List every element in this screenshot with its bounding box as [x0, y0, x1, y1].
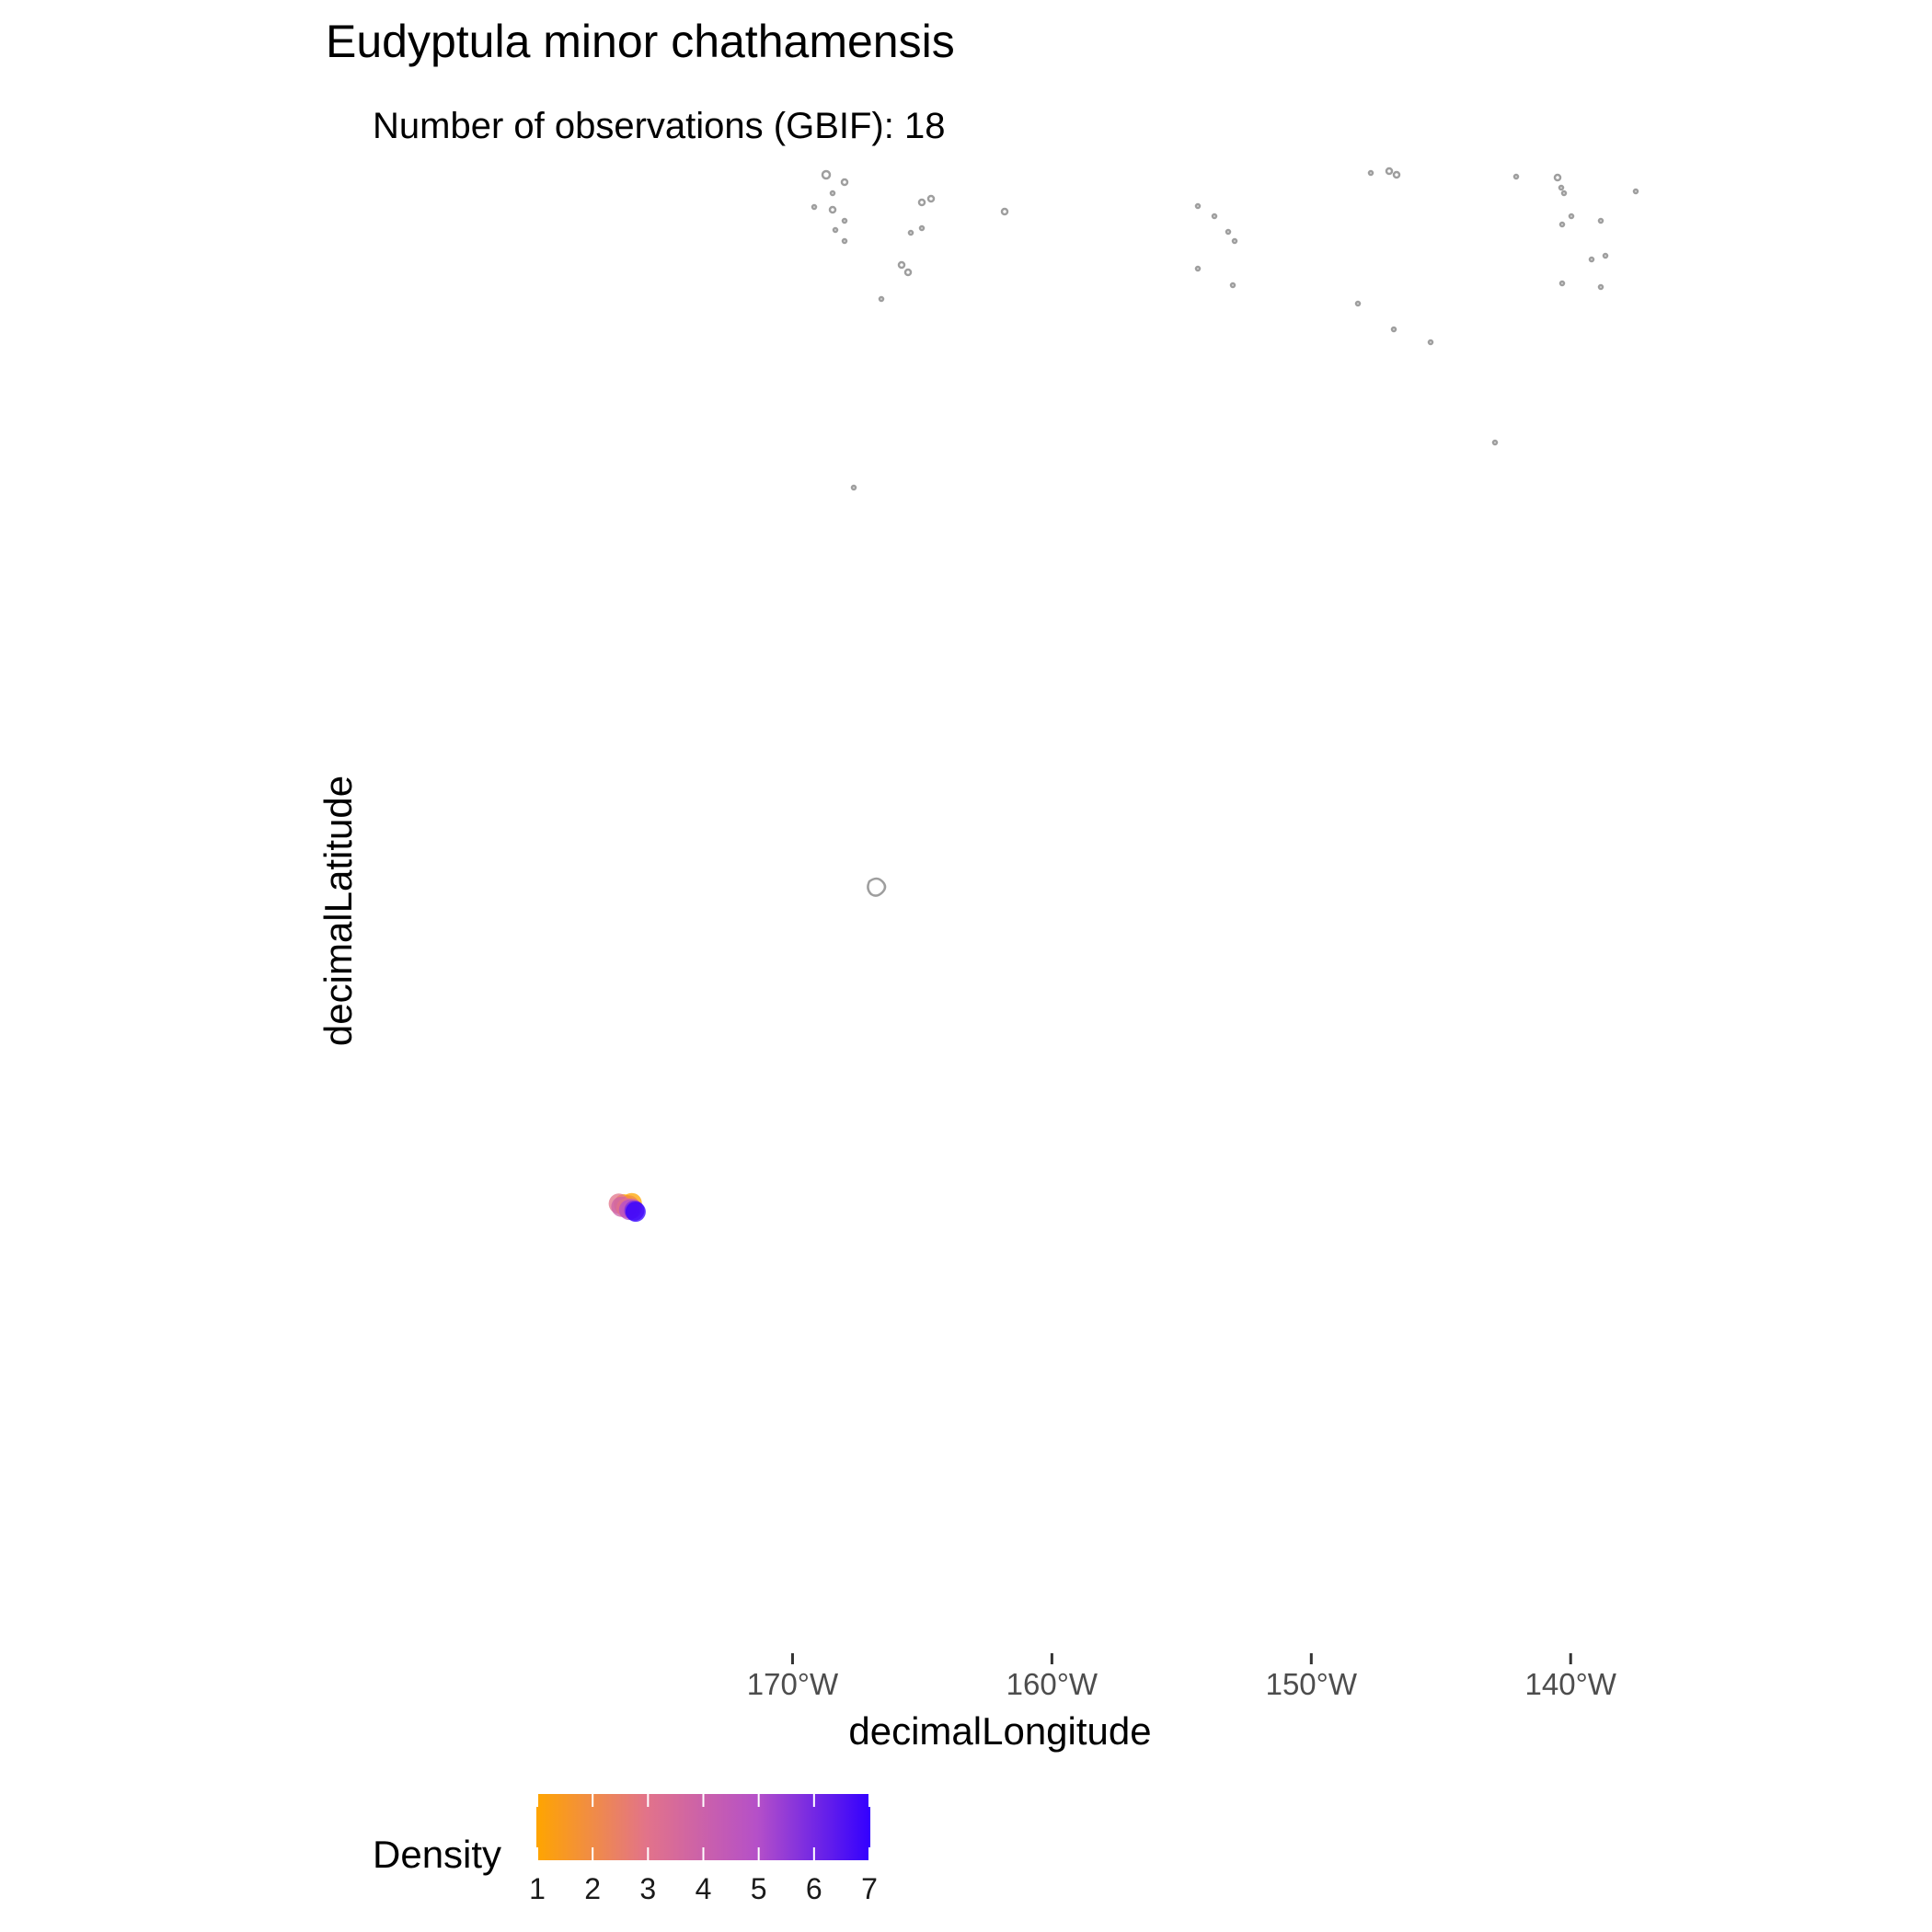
island-outline — [878, 295, 885, 303]
island-outline — [1558, 280, 1566, 287]
island-outline — [1194, 202, 1202, 210]
x-tick-label: 140°W — [1525, 1667, 1617, 1701]
island-outline — [1558, 184, 1565, 191]
legend-tick-label: 7 — [861, 1872, 878, 1905]
island-outline — [1225, 228, 1232, 236]
island-outline — [828, 205, 837, 214]
island-outline — [811, 203, 818, 211]
island-outline — [1597, 217, 1604, 224]
x-tick-label: 170°W — [747, 1667, 839, 1701]
island-outline — [917, 198, 926, 207]
island-outline — [1491, 439, 1499, 446]
island-outline — [840, 178, 849, 187]
land-outlines — [811, 167, 1639, 897]
island-outline — [1512, 173, 1520, 180]
legend-tick-label: 3 — [639, 1872, 656, 1905]
legend-tick-label: 1 — [529, 1872, 546, 1905]
y-axis-title: decimalLatitude — [316, 776, 360, 1046]
island-outline — [903, 268, 913, 277]
island-outline — [1211, 213, 1218, 220]
chart-subtitle: Number of observations (GBIF): 18 — [373, 106, 945, 146]
x-axis-title: decimalLongitude — [848, 1709, 1151, 1753]
island-outline — [897, 260, 906, 270]
island-outline — [1392, 170, 1401, 179]
island-outline — [1427, 339, 1434, 346]
x-tick-label: 150°W — [1266, 1667, 1358, 1701]
x-tick-label: 160°W — [1006, 1667, 1098, 1701]
island-outline — [850, 484, 857, 491]
island-outline — [1632, 188, 1639, 195]
island-outline — [841, 217, 848, 224]
island-outline — [1597, 283, 1604, 291]
island-outline — [1000, 207, 1009, 216]
legend-tick-label: 2 — [584, 1872, 601, 1905]
observation-points — [608, 1192, 646, 1223]
island-outline — [1602, 252, 1609, 259]
island-outline — [821, 169, 832, 180]
island-outline — [1354, 300, 1362, 307]
island-outline — [832, 226, 839, 234]
chart-title: Eudyptula minor chathamensis — [326, 16, 955, 67]
island-outline — [1588, 256, 1595, 263]
legend-ticks: 1 2 3 4 5 6 7 — [529, 1794, 878, 1905]
observation-point — [625, 1202, 646, 1223]
island-outline — [1558, 221, 1566, 228]
island-outline — [1231, 237, 1238, 245]
island-outline — [1553, 173, 1562, 182]
island-outline — [918, 224, 926, 232]
island-outline — [1390, 326, 1397, 333]
island-outline — [926, 194, 936, 203]
island-outline — [1229, 282, 1236, 289]
density-legend: Density 1 2 3 4 5 6 7 — [373, 1794, 878, 1905]
island-outline — [1568, 213, 1575, 220]
island-outline — [1194, 265, 1202, 272]
island-outline — [1385, 167, 1394, 176]
chatham-islands-outline — [867, 877, 887, 897]
island-outline — [1367, 169, 1374, 177]
island-outline — [841, 237, 848, 245]
legend-tick-label: 4 — [696, 1872, 712, 1905]
legend-tick-label: 5 — [751, 1872, 767, 1905]
legend-title: Density — [373, 1833, 501, 1876]
island-outline — [907, 229, 914, 236]
x-axis: 170°W 160°W 150°W 140°W — [747, 1653, 1617, 1701]
island-outline — [1560, 190, 1568, 197]
legend-tick-label: 6 — [806, 1872, 822, 1905]
island-outline — [829, 190, 836, 197]
